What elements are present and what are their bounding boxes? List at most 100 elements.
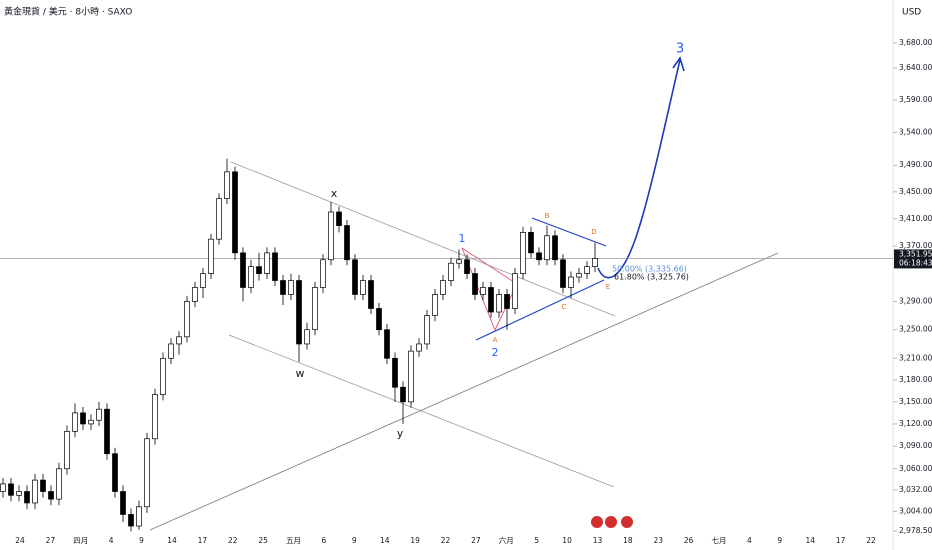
- wave-label: 3: [676, 42, 684, 57]
- candle-body: [112, 453, 118, 492]
- price-label: 3,351.95: [899, 249, 932, 258]
- candle-body: [512, 273, 518, 309]
- x-tick-label: 25: [258, 536, 268, 545]
- x-tick-label: 18: [623, 536, 633, 545]
- candle-body: [384, 329, 390, 359]
- y-tick-label: 3,490.00: [899, 160, 932, 169]
- candle-body: [160, 357, 166, 395]
- candle-body: [56, 468, 62, 500]
- y-tick-label: 3,210.00: [899, 353, 932, 362]
- wave-label: x: [331, 187, 338, 200]
- candle-body: [472, 273, 478, 295]
- candle-body: [72, 412, 78, 432]
- y-tick-label: 3,680.00: [899, 38, 932, 47]
- candle-body: [64, 430, 70, 470]
- candle-body: [48, 491, 54, 500]
- candles: [0, 158, 598, 532]
- candle-body: [552, 235, 558, 261]
- candle-body: [288, 280, 294, 295]
- candle-body: [232, 171, 238, 254]
- candle-body: [352, 259, 358, 295]
- candle-body: [224, 171, 230, 199]
- candle-body: [328, 211, 334, 261]
- x-tick-label: 四月: [73, 536, 88, 545]
- pattern-label: D: [591, 228, 596, 236]
- candle-body: [152, 394, 158, 440]
- trendline: [149, 252, 779, 531]
- candle-body: [136, 506, 142, 527]
- candle-body: [184, 301, 190, 338]
- candle-body: [128, 514, 134, 527]
- candle-body: [360, 280, 366, 295]
- x-tick-label: 22: [866, 536, 876, 545]
- wave-label: 2: [492, 346, 499, 359]
- candle-body: [464, 259, 470, 274]
- chart-header: 黃金現貨 / 美元 · 8小時 · SAXO: [4, 6, 132, 18]
- candle-body: [296, 280, 302, 345]
- pattern-label: C: [562, 303, 567, 311]
- candle-body: [304, 329, 310, 345]
- y-tick-label: 3,090.00: [899, 441, 932, 450]
- candle-body: [416, 343, 422, 352]
- pattern-label: E: [606, 283, 610, 291]
- trendline: [531, 217, 607, 247]
- wave-label: 1: [459, 232, 466, 245]
- y-tick-label: 3,250.00: [899, 325, 932, 334]
- projection-curve: [597, 59, 681, 279]
- currency: USD: [902, 8, 921, 18]
- x-tick-label: 23: [653, 536, 663, 545]
- candle-body: [536, 252, 542, 261]
- x-tick-label: 22: [228, 536, 238, 545]
- candle-body: [80, 412, 86, 425]
- x-tick-label: 14: [805, 536, 815, 545]
- arrow-head: [672, 56, 685, 72]
- y-tick-label: 3,150.00: [899, 397, 932, 406]
- trendline: [475, 279, 605, 341]
- candle-body: [368, 280, 374, 309]
- candle-body: [264, 252, 270, 274]
- x-tick-label: 26: [684, 536, 694, 545]
- x-tick-label: 六月: [499, 535, 514, 545]
- candle-body: [144, 438, 150, 508]
- candle-body: [488, 287, 494, 313]
- candle-body: [8, 483, 14, 496]
- y-tick-label: 3,410.00: [899, 214, 932, 223]
- y-tick-label: 3,450.00: [899, 187, 932, 196]
- candle-body: [424, 315, 430, 345]
- candle-body: [0, 483, 6, 492]
- candle-body: [448, 262, 454, 281]
- x-tick-label: 9: [777, 536, 782, 545]
- x-tick-label: 27: [471, 536, 481, 545]
- candle-body: [584, 266, 590, 274]
- y-tick-label: 3,032.00: [899, 485, 932, 494]
- candle-body: [240, 252, 246, 288]
- candle-body: [312, 287, 318, 331]
- x-tick-label: 5: [534, 536, 539, 545]
- candle-body: [40, 479, 46, 492]
- candle-body: [104, 408, 110, 455]
- x-tick-label: 22: [441, 536, 451, 545]
- candle-body: [528, 232, 534, 254]
- candle-body: [504, 294, 510, 309]
- x-tick-label: 17: [836, 536, 846, 545]
- y-tick-label: 2,978.50: [899, 526, 932, 535]
- candle-body: [120, 491, 126, 515]
- fib-label: 50.00% (3,335.66): [612, 265, 687, 274]
- candle-body: [440, 280, 446, 295]
- y-tick-label: 3,120.00: [899, 419, 932, 428]
- x-tick-label: 4: [747, 536, 752, 545]
- candle-body: [376, 308, 382, 331]
- candle-body: [392, 357, 398, 388]
- event-icon: [605, 516, 617, 528]
- candle-body: [176, 336, 182, 345]
- x-tick-label: 9: [139, 536, 144, 545]
- candle-body: [272, 252, 278, 281]
- event-icon: [621, 516, 633, 528]
- candle-body: [344, 225, 350, 261]
- candle-body: [256, 266, 262, 274]
- price-box: [894, 249, 932, 269]
- candle-body: [520, 232, 526, 274]
- candle-body: [336, 211, 342, 226]
- y-tick-label: 3,370.00: [899, 241, 932, 250]
